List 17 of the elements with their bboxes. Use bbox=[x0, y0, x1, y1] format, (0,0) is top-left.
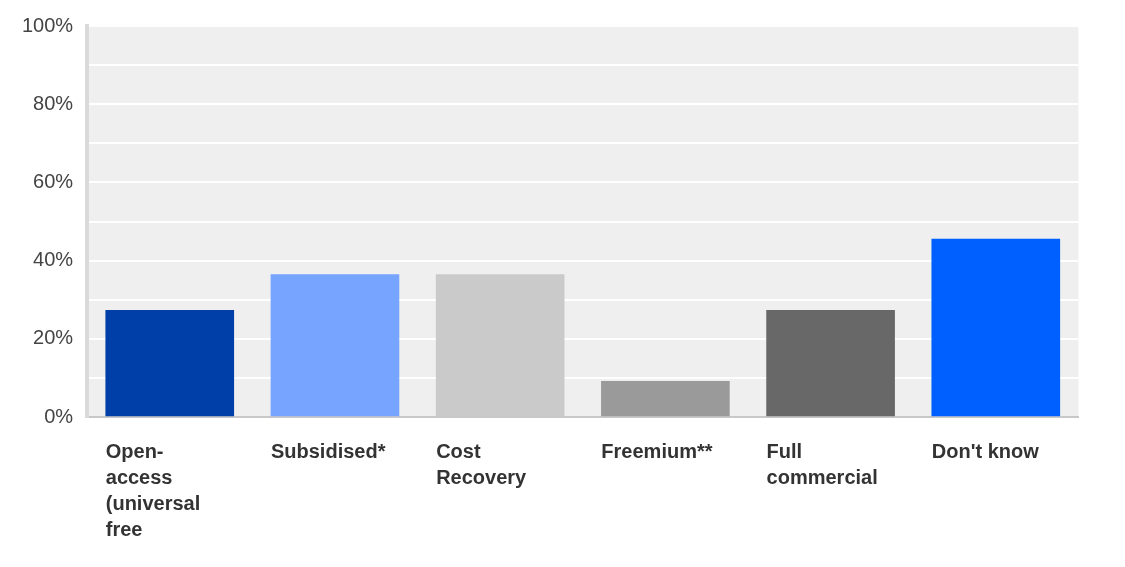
y-tick-label: 0% bbox=[44, 404, 74, 427]
x-tick-label: Don't know bbox=[931, 439, 1040, 462]
y-tick-label: 20% bbox=[33, 326, 74, 349]
x-tick-label: Freemium** bbox=[601, 439, 713, 462]
bar bbox=[766, 309, 895, 417]
y-tick-label: 100% bbox=[22, 13, 74, 36]
x-tick-label: Subsidised* bbox=[270, 439, 386, 462]
y-tick-label: 80% bbox=[33, 91, 74, 114]
bar bbox=[105, 309, 235, 417]
bar bbox=[270, 274, 400, 417]
y-tick-label: 60% bbox=[33, 169, 74, 192]
bar bbox=[601, 381, 730, 417]
x-tick-label: Full commercial bbox=[766, 439, 878, 488]
bar bbox=[931, 238, 1061, 417]
y-tick-label: 40% bbox=[33, 248, 74, 271]
x-tick-label: Open-access (universal free bbox=[105, 439, 201, 540]
x-tick-label: Cost Recovery bbox=[436, 439, 528, 488]
